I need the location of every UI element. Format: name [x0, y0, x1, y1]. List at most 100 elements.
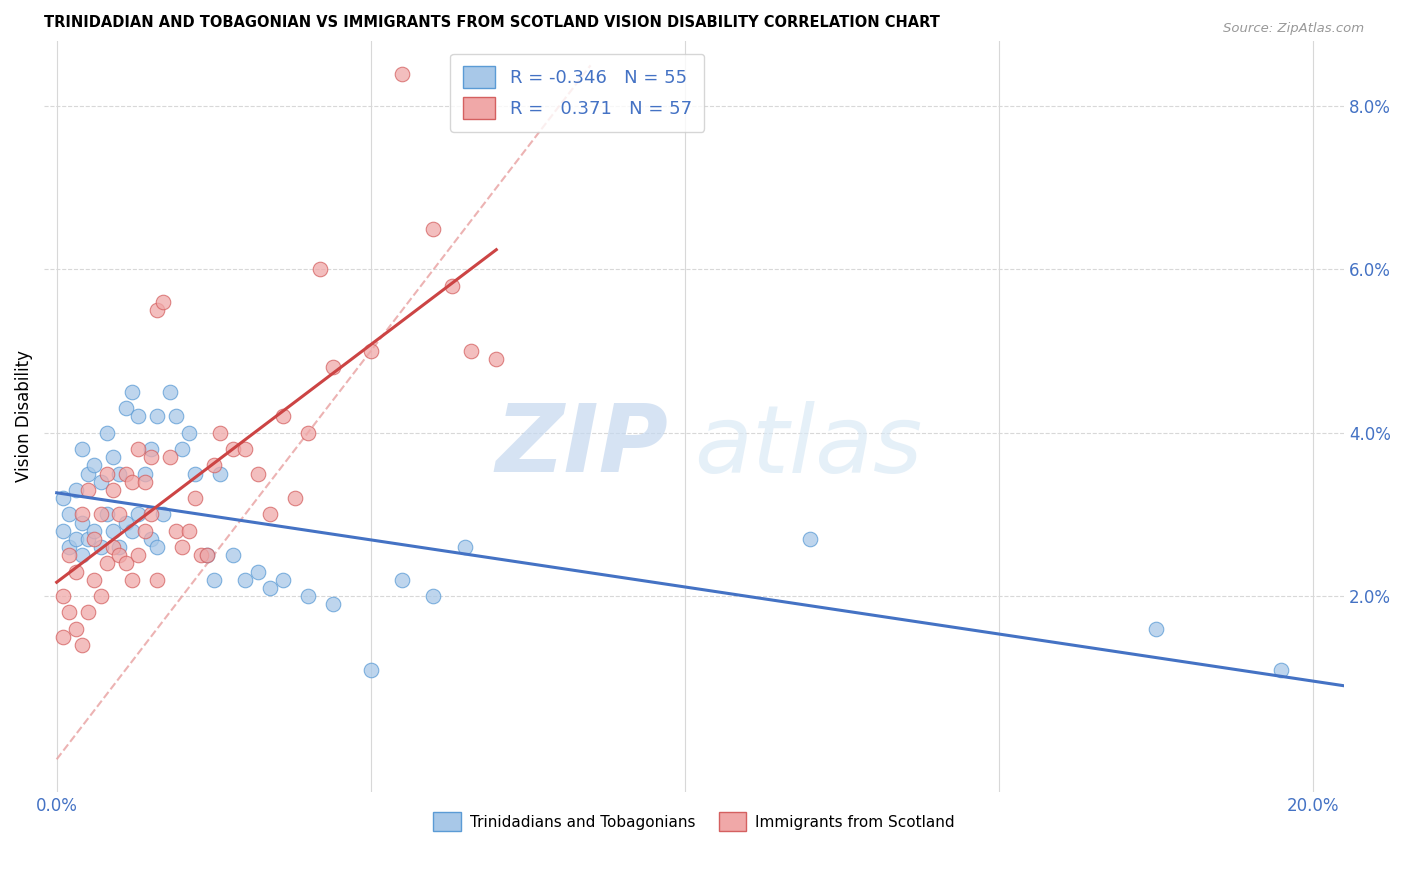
Point — [208, 425, 231, 440]
Point — [83, 524, 105, 538]
Point — [90, 475, 112, 489]
Point — [1270, 663, 1292, 677]
Point — [233, 442, 256, 456]
Point — [121, 524, 143, 538]
Point — [391, 573, 413, 587]
Point — [172, 442, 194, 456]
Point — [360, 344, 382, 359]
Point — [165, 524, 187, 538]
Point — [271, 409, 294, 424]
Point — [309, 262, 332, 277]
Point — [221, 548, 243, 562]
Point — [90, 540, 112, 554]
Point — [121, 384, 143, 399]
Point — [96, 425, 118, 440]
Point — [172, 540, 194, 554]
Point — [65, 532, 87, 546]
Point — [58, 540, 80, 554]
Point — [103, 483, 125, 497]
Point — [391, 66, 413, 80]
Point — [139, 508, 162, 522]
Point — [103, 450, 125, 465]
Point — [152, 508, 174, 522]
Point — [146, 573, 169, 587]
Y-axis label: Vision Disability: Vision Disability — [15, 351, 32, 483]
Point — [159, 384, 181, 399]
Point — [65, 565, 87, 579]
Point — [58, 508, 80, 522]
Point — [139, 532, 162, 546]
Point — [103, 524, 125, 538]
Point — [70, 548, 93, 562]
Point — [152, 295, 174, 310]
Point — [77, 532, 100, 546]
Point — [58, 605, 80, 619]
Point — [139, 442, 162, 456]
Point — [83, 532, 105, 546]
Point — [96, 508, 118, 522]
Point — [108, 508, 131, 522]
Legend: Trinidadians and Tobagonians, Immigrants from Scotland: Trinidadians and Tobagonians, Immigrants… — [427, 806, 960, 837]
Point — [297, 589, 319, 603]
Point — [127, 508, 149, 522]
Point — [96, 467, 118, 481]
Point — [284, 491, 307, 505]
Point — [184, 467, 207, 481]
Point — [65, 483, 87, 497]
Point — [70, 516, 93, 530]
Text: TRINIDADIAN AND TOBAGONIAN VS IMMIGRANTS FROM SCOTLAND VISION DISABILITY CORRELA: TRINIDADIAN AND TOBAGONIAN VS IMMIGRANTS… — [44, 15, 941, 30]
Point — [70, 508, 93, 522]
Point — [134, 467, 156, 481]
Point — [271, 573, 294, 587]
Point — [165, 409, 187, 424]
Point — [77, 483, 100, 497]
Point — [799, 532, 821, 546]
Point — [159, 450, 181, 465]
Point — [259, 508, 281, 522]
Point — [297, 425, 319, 440]
Point — [422, 589, 444, 603]
Point — [146, 409, 169, 424]
Point — [246, 565, 269, 579]
Point — [114, 516, 136, 530]
Point — [121, 475, 143, 489]
Point — [422, 221, 444, 235]
Point — [233, 573, 256, 587]
Text: Source: ZipAtlas.com: Source: ZipAtlas.com — [1223, 22, 1364, 36]
Point — [246, 467, 269, 481]
Point — [1144, 622, 1167, 636]
Point — [197, 548, 219, 562]
Point — [134, 475, 156, 489]
Point — [52, 630, 75, 644]
Point — [127, 548, 149, 562]
Point — [202, 458, 225, 473]
Point — [322, 360, 344, 375]
Point — [146, 303, 169, 318]
Text: ZIP: ZIP — [495, 401, 668, 492]
Point — [83, 458, 105, 473]
Point — [114, 467, 136, 481]
Point — [221, 442, 243, 456]
Point — [90, 508, 112, 522]
Point — [360, 663, 382, 677]
Point — [90, 589, 112, 603]
Text: atlas: atlas — [695, 401, 922, 492]
Point — [114, 557, 136, 571]
Point — [70, 442, 93, 456]
Point — [454, 540, 477, 554]
Point — [96, 557, 118, 571]
Point — [52, 491, 75, 505]
Point — [108, 548, 131, 562]
Point — [108, 467, 131, 481]
Point — [177, 524, 200, 538]
Point — [134, 524, 156, 538]
Point — [52, 524, 75, 538]
Point — [208, 467, 231, 481]
Point — [184, 491, 207, 505]
Point — [259, 581, 281, 595]
Point — [77, 467, 100, 481]
Point — [197, 548, 219, 562]
Point — [322, 597, 344, 611]
Point — [65, 622, 87, 636]
Point — [127, 442, 149, 456]
